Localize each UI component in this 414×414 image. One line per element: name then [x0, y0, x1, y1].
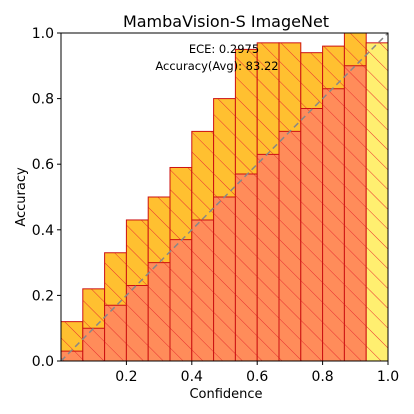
bar-hatch [213, 98, 236, 361]
plot-frame [60, 32, 389, 362]
bar-hatch [148, 197, 170, 361]
bar-hatch [170, 167, 192, 361]
y-tick-label: 0.0 [32, 354, 54, 370]
x-tick-label: 0.2 [115, 369, 137, 385]
bar-hatch [322, 46, 345, 362]
bar-hatch [191, 131, 214, 361]
bar-hatch [344, 33, 367, 361]
ece-annotation: ECE: 0.2975 [189, 42, 259, 56]
bar-hatch [235, 49, 258, 362]
y-tick-label: 0.8 [32, 92, 54, 108]
y-tick-label: 0.2 [32, 288, 54, 304]
chart-title: MambaVision-S ImageNet [123, 12, 329, 31]
x-tick-label: 0.8 [311, 369, 333, 385]
bar-hatch [126, 219, 149, 361]
plot-area: 0.2 0.4 0.6 0.8 1.0 0.0 0.2 0.4 0.6 0.8 1.0 [32, 26, 399, 385]
x-tick-label: 1.0 [377, 369, 399, 385]
calibration-diagonal [60, 32, 389, 362]
bar-hatch [104, 252, 127, 361]
bar-hatch [257, 42, 279, 362]
x-axis-label: Confidence [189, 387, 262, 402]
y-tick-label: 0.4 [32, 223, 54, 239]
accuracy-annotation: Accuracy(Avg): 83.22 [155, 59, 278, 73]
y-axis-label: Accuracy [14, 167, 29, 227]
bar-hatch [82, 288, 105, 361]
bar-hatch [366, 42, 388, 362]
bar-hatch [300, 52, 323, 362]
bar-hatch [279, 42, 301, 362]
y-tick-label: 1.0 [32, 26, 54, 42]
bar-hatch [61, 321, 83, 361]
y-tick-label: 0.6 [32, 157, 54, 173]
x-tick-label: 0.6 [246, 369, 268, 385]
x-tick-label: 0.4 [181, 369, 203, 385]
